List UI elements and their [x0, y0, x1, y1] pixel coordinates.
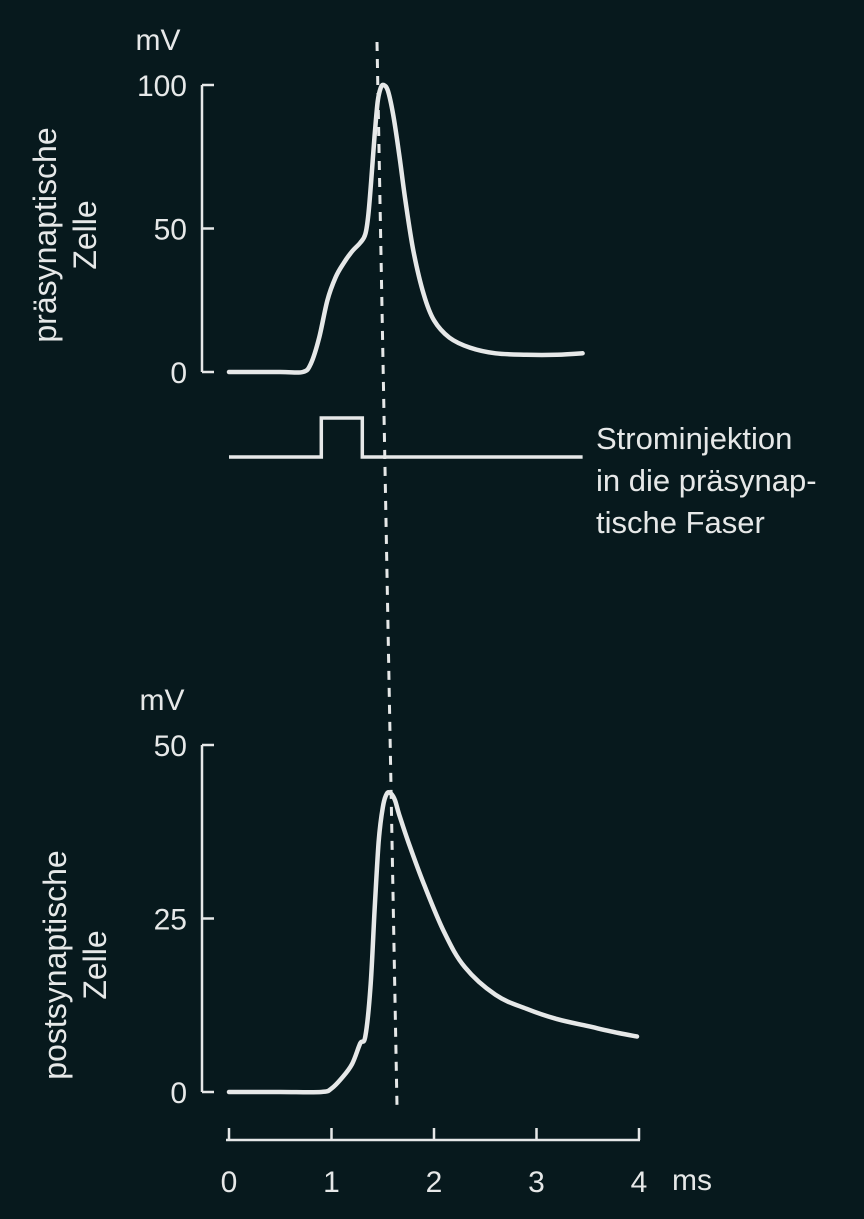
top-panel: mV 0 50 100 präsynaptische Zelle — [27, 24, 585, 390]
stimulus-panel: Strominjektion in die präsynap- tische F… — [229, 416, 817, 540]
top-y-label-line-1: präsynaptische — [27, 127, 63, 342]
bottom-y-tick-label-0: 0 — [170, 1077, 187, 1110]
bottom-y-label-line-2: Zelle — [77, 930, 113, 999]
stimulus-note-line-2: in die präsynap- — [596, 463, 817, 498]
presynaptic-potential-curve — [226, 82, 585, 375]
bottom-y-ticks: 0 25 50 — [154, 730, 214, 1110]
x-ticks: 0 1 2 3 4 — [221, 1128, 648, 1199]
x-tick-label-4: 4 — [631, 1166, 648, 1199]
bottom-y-tick-label-50: 50 — [154, 730, 187, 763]
stimulus-note-line-1: Strominjektion — [596, 421, 792, 456]
bottom-y-tick-label-25: 25 — [154, 904, 187, 937]
time-axis: 0 1 2 3 4 ms — [221, 1128, 712, 1199]
current-injection-trace — [229, 416, 583, 459]
x-tick-label-0: 0 — [221, 1166, 238, 1199]
bottom-panel: mV 0 25 50 postsynaptische Zelle — [37, 684, 640, 1110]
bottom-y-label-line-1: postsynaptische — [37, 850, 73, 1079]
top-y-ticks: 0 50 100 — [137, 70, 214, 390]
top-y-label: präsynaptische Zelle — [27, 127, 103, 342]
x-tick-label-1: 1 — [323, 1166, 340, 1199]
stimulus-note-line-3: tische Faser — [596, 505, 765, 540]
x-tick-label-3: 3 — [528, 1166, 545, 1199]
bottom-y-unit: mV — [140, 684, 185, 717]
top-y-label-line-2: Zelle — [67, 200, 103, 269]
x-unit: ms — [672, 1164, 712, 1197]
x-tick-label-2: 2 — [426, 1166, 443, 1199]
peak-reference-line — [375, 41, 399, 1107]
bottom-y-label: postsynaptische Zelle — [37, 850, 113, 1079]
top-y-tick-label-50: 50 — [154, 214, 187, 247]
top-y-tick-label-100: 100 — [137, 70, 187, 103]
top-y-unit: mV — [136, 24, 181, 57]
top-y-tick-label-0: 0 — [170, 357, 187, 390]
postsynaptic-potential-curve — [226, 790, 640, 1095]
